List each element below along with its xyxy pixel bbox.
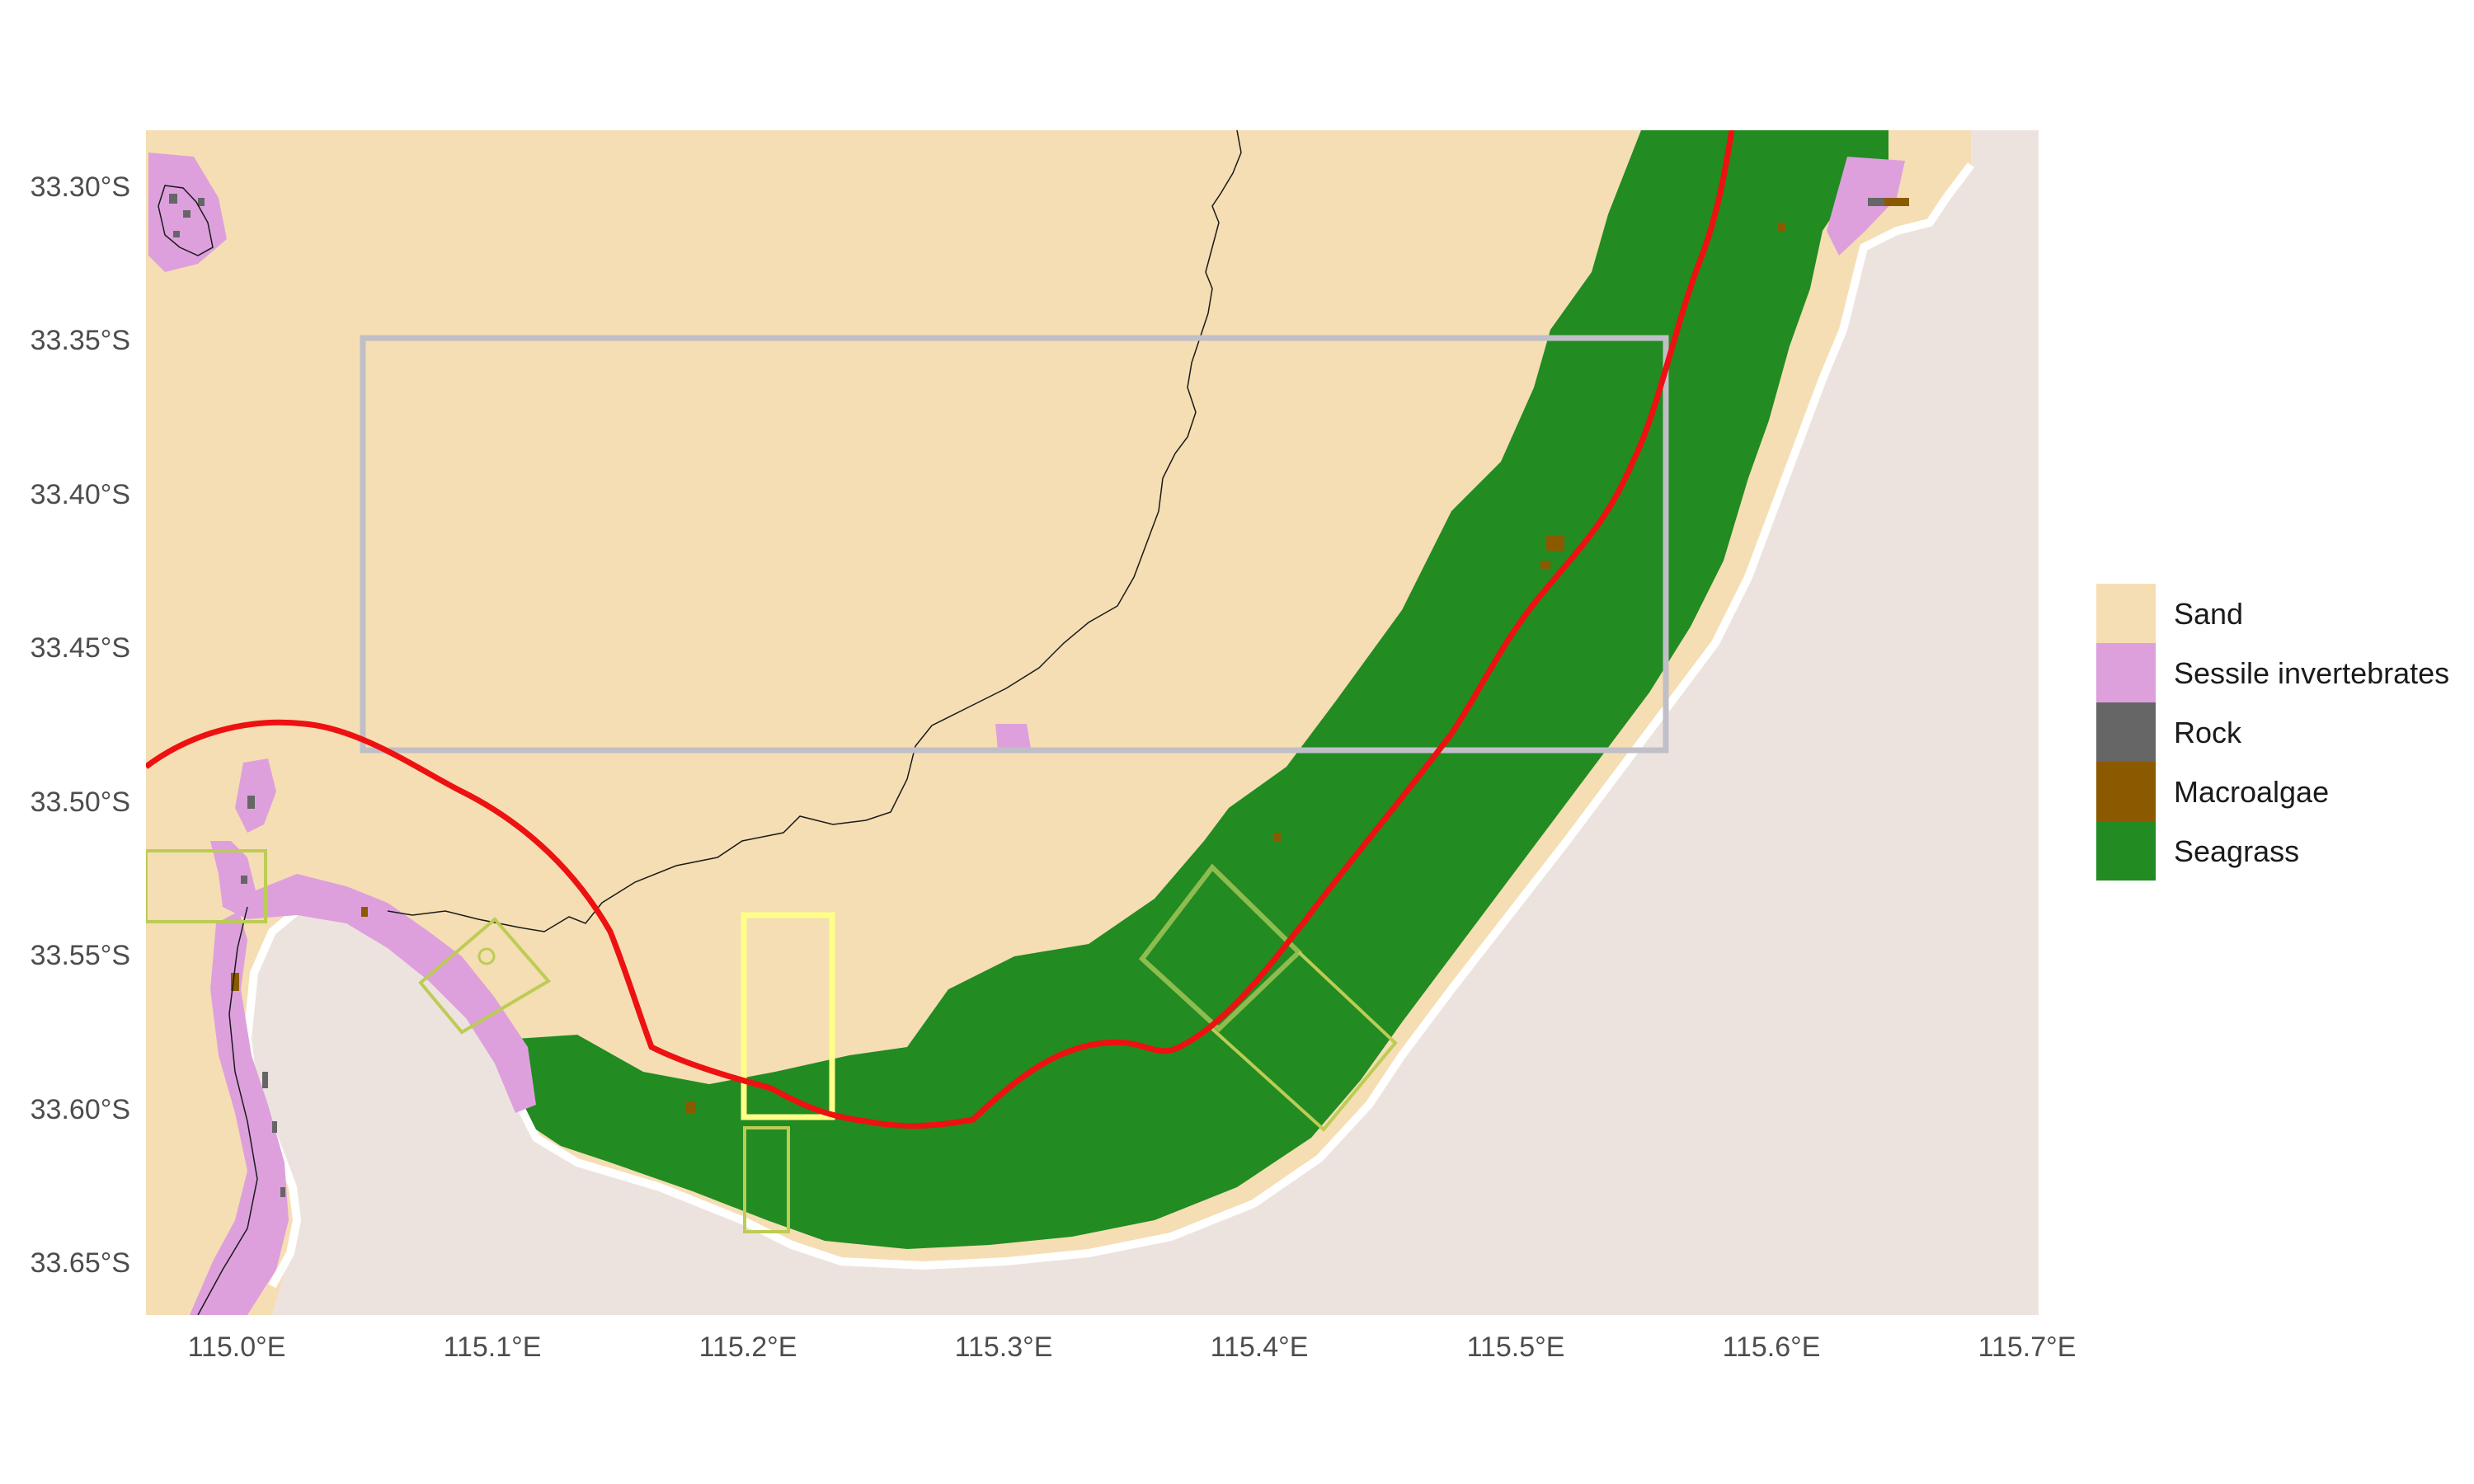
seagrass-habitat [515,130,1888,1249]
yellow-rectangle-area [741,912,835,1120]
legend-label-macroalgae: Macroalgae [2174,775,2329,809]
olive-rectangle-south [743,1126,790,1233]
map-panel [146,130,2039,1315]
y-axis: 33.30°S 33.35°S 33.40°S 33.45°S 33.50°S … [31,171,130,1279]
depth-contour-west [197,906,258,1315]
y-tick-label: 33.50°S [31,787,130,818]
legend-swatch-sand [2096,584,2156,643]
x-tick-label: 115.5°E [1467,1331,1565,1363]
y-tick-label: 33.45°S [31,632,130,664]
grey-rectangle-area [360,335,1669,754]
legend-item-macroalgae: Macroalgae [2096,762,2329,821]
x-tick-label: 115.1°E [444,1331,542,1363]
macroalgae-patches [231,198,1909,1113]
sessile-invertebrates-coast-east [1827,157,1905,256]
legend: Sand Sessile invertebrates Rock Macroalg… [2096,584,2449,881]
coastline [242,162,1974,1289]
y-tick-label: 33.35°S [31,325,130,356]
legend-label-sessile-invertebrates: Sessile invertebrates [2174,656,2449,690]
x-tick-label: 115.6°E [1723,1331,1821,1363]
y-tick-label: 33.40°S [31,479,130,510]
y-tick-label: 33.65°S [31,1247,130,1279]
legend-swatch-rock [2096,702,2156,762]
x-tick-label: 115.2°E [699,1331,797,1363]
olive-rectangle-west [146,849,267,923]
land-mass [146,130,2039,1315]
legend-swatch-seagrass [2096,821,2156,881]
y-tick-label: 33.55°S [31,940,130,971]
rock-patches [169,194,1884,1197]
x-tick-label: 115.0°E [188,1331,286,1363]
sessile-invertebrates-reef-west [190,911,289,1315]
legend-label-rock: Rock [2174,716,2242,749]
x-axis: 115.0°E 115.1°E 115.2°E 115.3°E 115.4°E … [188,1331,2077,1363]
legend-label-sand: Sand [2174,597,2243,631]
legend-item-rock: Rock [2096,702,2242,762]
y-tick-label: 33.60°S [31,1094,130,1125]
red-boundary-line [146,130,1735,1129]
sessile-invertebrates-patch [995,724,1031,750]
depth-contour-islet [158,185,214,256]
x-tick-label: 115.3°E [955,1331,1053,1363]
legend-item-sessile-invertebrates: Sessile invertebrates [2096,643,2449,702]
legend-swatch-macroalgae [2096,762,2156,821]
legend-label-seagrass: Seagrass [2174,834,2299,868]
legend-swatch-sessile-invertebrates [2096,643,2156,702]
x-tick-label: 115.7°E [1978,1331,2077,1363]
y-tick-label: 33.30°S [31,171,130,203]
sessile-invertebrates-reef-cape [210,841,536,1113]
legend-item-seagrass: Seagrass [2096,821,2299,881]
olive-square-cape [418,917,552,1035]
legend-item-sand: Sand [2096,584,2243,643]
x-tick-label: 115.4°E [1211,1331,1309,1363]
sessile-invertebrates-reef-north [235,758,276,833]
olive-marker-cape [477,947,496,965]
olive-rectangle-east [1211,951,1398,1132]
